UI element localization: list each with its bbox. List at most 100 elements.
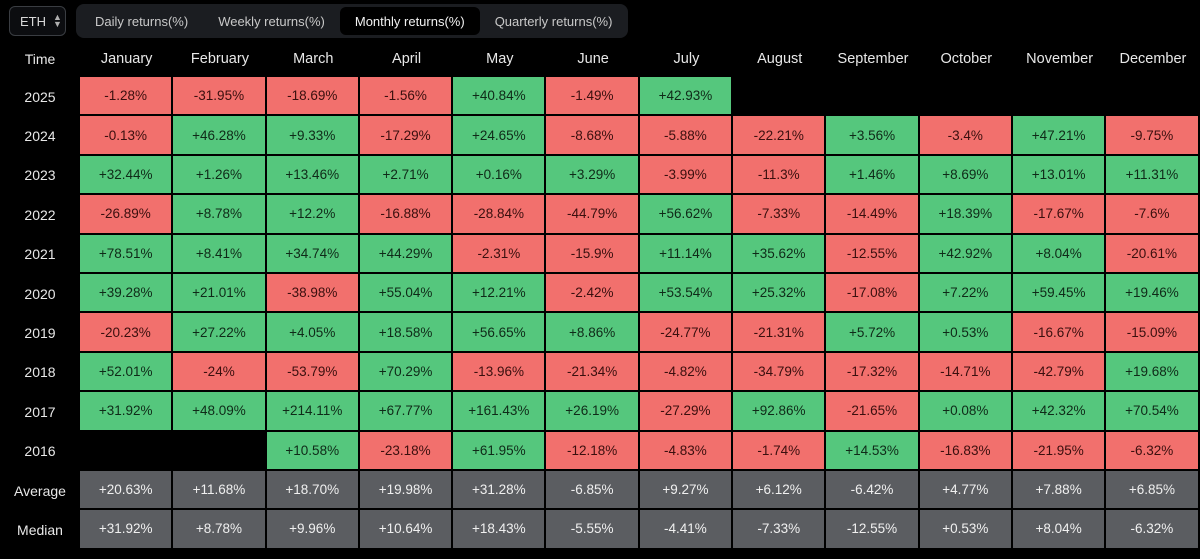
return-cell: -23.18% [359,431,454,471]
year-row: 2018 +52.01% -24% -53.79% +70.29% -13.96% -21.… [0,352,1200,393]
return-cell: -3.4% [919,116,1013,156]
return-cell [919,77,1013,117]
column-header-month: December [1119,50,1187,67]
asset-select[interactable]: ETH ▲ ▼ [9,6,66,36]
return-cell: +35.62% [733,234,827,274]
stat-row: Average +20.63% +11.68% +18.70% +19.98% +31.2… [0,470,1200,511]
column-header-month: April [392,50,422,67]
return-cell: -6.32% [1106,431,1200,471]
return-cell: -26.89% [80,195,174,235]
return-cell: +18.39% [919,195,1013,235]
return-cell: +32.44% [80,155,174,196]
return-cell [173,431,267,471]
return-cell: +5.72% [826,313,920,353]
stat-cell: +11.68% [173,470,267,511]
return-cell: +1.46% [826,155,920,196]
return-cell: -16.67% [1012,313,1107,353]
return-cell: -8.68% [546,116,640,156]
stat-cell: +31.92% [80,510,174,550]
return-cell: +4.05% [266,313,360,353]
year-row: 2017 +31.92% +48.09% +214.11% +67.77% +161.43… [0,392,1200,432]
return-cell: +92.86% [733,392,827,432]
return-cell: -44.79% [546,195,640,235]
return-cell: +11.14% [639,234,734,274]
return-cell: -14.49% [826,195,920,235]
return-cell: -7.33% [733,195,827,235]
return-cell: -38.98% [266,273,360,314]
return-cell: +78.51% [80,234,174,274]
return-cell: -20.61% [1106,234,1200,274]
return-cell: +8.78% [173,195,267,235]
stat-cell: +19.98% [359,470,454,511]
return-cell: +61.95% [453,431,547,471]
returns-period-tabs: Daily returns(%) Weekly returns(%) Month… [76,4,628,38]
year-label: 2022 [24,206,56,223]
stat-row-label: Average [14,482,66,499]
return-cell: +0.16% [453,155,547,196]
year-label: 2017 [24,403,56,420]
year-row: 2019 -20.23% +27.22% +4.05% +18.58% +56.65% +8… [0,313,1200,353]
return-cell: -4.82% [639,352,734,393]
return-cell: -17.32% [826,352,920,393]
return-cell: -12.18% [546,431,640,471]
return-cell: -20.23% [80,313,174,353]
column-header-month: July [673,50,700,67]
return-cell: -1.28% [80,77,174,117]
return-cell: +21.01% [173,273,267,314]
return-cell: +56.62% [639,195,734,235]
return-cell: -9.75% [1106,116,1200,156]
year-label: 2025 [24,88,56,105]
return-cell: +10.58% [266,431,360,471]
return-cell: +27.22% [173,313,267,353]
return-cell: +3.56% [826,116,920,156]
year-label: 2019 [24,325,56,342]
return-cell [1106,77,1200,117]
return-cell: +8.69% [919,155,1013,196]
return-cell: +39.28% [80,273,174,314]
stat-cell: +6.85% [1106,470,1200,511]
return-cell: +40.84% [453,77,547,117]
return-cell: +19.46% [1106,273,1200,314]
return-cell: -53.79% [266,352,360,393]
return-cell: -17.29% [359,116,454,156]
stat-cell: +6.12% [733,470,827,511]
stat-cell: +18.70% [266,470,360,511]
return-cell: +47.21% [1012,116,1107,156]
year-label: 2021 [24,246,56,263]
return-cell: -2.42% [546,273,640,314]
tab-weekly-returns[interactable]: Weekly returns(%) [218,13,325,29]
stat-cell: +8.04% [1012,510,1107,550]
return-cell: -1.49% [546,77,640,117]
tab-daily-returns[interactable]: Daily returns(%) [95,13,189,29]
stat-cell: -5.55% [546,510,640,550]
return-cell: +70.29% [359,352,454,393]
year-row: 2023 +32.44% +1.26% +13.46% +2.71% +0.16% +3.2… [0,155,1200,196]
return-cell: -1.56% [359,77,454,117]
return-cell: +14.53% [826,431,920,471]
return-cell: -17.67% [1012,195,1107,235]
return-cell: +7.22% [919,273,1013,314]
year-row: 2020 +39.28% +21.01% -38.98% +55.04% +12.21% -… [0,273,1200,314]
return-cell: -7.6% [1106,195,1200,235]
tab-monthly-returns[interactable]: Monthly returns(%) [339,7,480,35]
stat-cell: +10.64% [359,510,454,550]
stat-cell: -12.55% [826,510,920,550]
return-cell: -15.09% [1106,313,1200,353]
return-cell: +13.01% [1012,155,1107,196]
return-cell: +53.54% [639,273,734,314]
return-cell: +56.65% [453,313,547,353]
return-cell: -2.31% [453,234,547,274]
stat-cell: +20.63% [80,470,174,511]
return-cell: +9.33% [266,116,360,156]
return-cell: -28.84% [453,195,547,235]
tab-quarterly-returns[interactable]: Quarterly returns(%) [494,13,613,29]
return-cell: +52.01% [80,352,174,393]
monthly-returns-table: Time January February March April May June July… [0,40,1200,550]
stat-cell: -6.85% [546,470,640,511]
column-header-month: October [940,50,993,67]
return-cell: +24.65% [453,116,547,156]
return-cell: +2.71% [359,155,454,196]
column-header-month: August [757,50,803,67]
return-cell: -16.83% [919,431,1013,471]
stat-cell: -4.41% [639,510,734,550]
